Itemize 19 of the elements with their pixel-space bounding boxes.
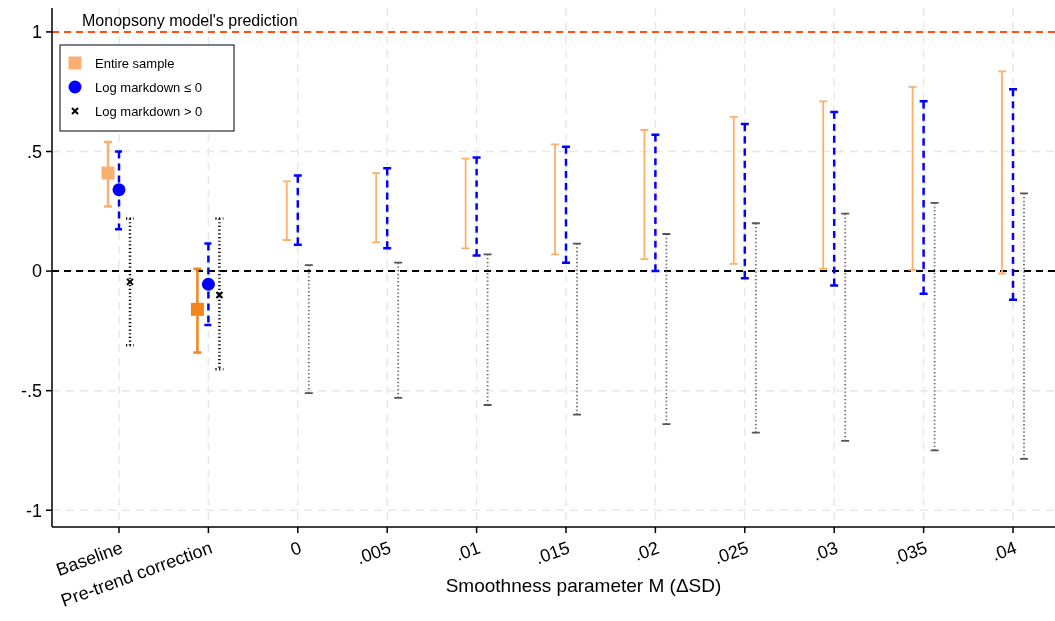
- y-tick-label: .5: [26, 141, 42, 162]
- x-axis-title: Smoothness parameter M (ΔSD): [445, 575, 722, 596]
- x-tick-label: .035: [890, 537, 930, 569]
- legend-label: Entire sample: [95, 55, 175, 71]
- x-tick-label: .015: [532, 537, 573, 569]
- x-tick-label: .025: [711, 537, 752, 569]
- y-tick-label: 1: [31, 22, 42, 43]
- x-tick-label: .03: [810, 537, 841, 565]
- y-tick-label: -.5: [20, 380, 42, 401]
- legend-label: Log markdown ≤ 0: [95, 79, 202, 95]
- x-tick-label: 0: [287, 537, 305, 560]
- y-tick-label: 0: [31, 261, 42, 282]
- x-tick-label: .01: [452, 537, 483, 565]
- x-tick-label: .02: [631, 537, 662, 565]
- y-tick-label: -1: [25, 500, 42, 521]
- x-tick-label: .005: [353, 537, 394, 569]
- x-tick-label: .04: [988, 537, 1020, 565]
- legend-label: Log markdown > 0: [95, 103, 203, 119]
- ref-line-label: Monopsony model's prediction: [82, 11, 298, 29]
